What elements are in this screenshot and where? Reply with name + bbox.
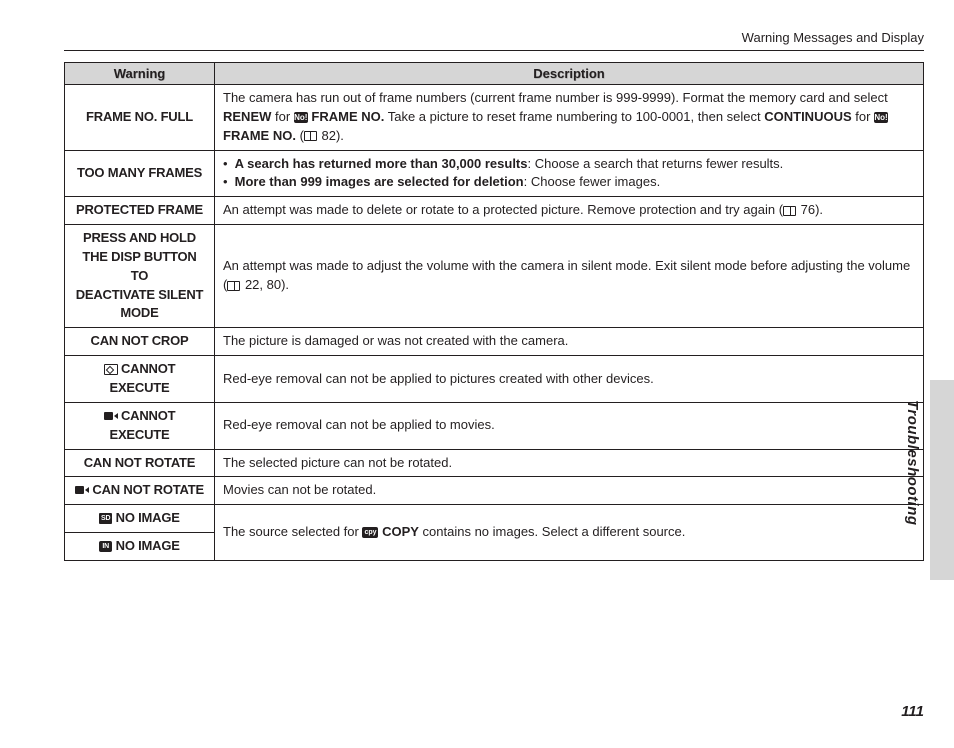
section-label: Troubleshooting: [904, 400, 921, 526]
page-header: Warning Messages and Display: [742, 30, 924, 45]
page-number: 111: [901, 703, 924, 720]
header-rule: [64, 50, 924, 51]
page-ref-icon: [783, 206, 796, 216]
warn-protected-frame: PROTECTED FRAME: [65, 197, 215, 225]
page-ref-icon: [227, 281, 240, 291]
internal-icon: IN: [99, 541, 112, 552]
movie-icon: [104, 411, 118, 422]
warn-frame-no-full: FRAME NO. FULL: [65, 85, 215, 151]
warn-cannot-rotate: CAN NOT ROTATE: [65, 449, 215, 477]
desc-cannot-execute-photo: Red-eye removal can not be applied to pi…: [215, 356, 924, 403]
desc-too-many-frames: • A search has returned more than 30,000…: [215, 150, 924, 197]
side-tab: [930, 380, 954, 580]
copy-icon: cpy: [362, 527, 378, 538]
warn-silent-mode: PRESS AND HOLD THE DISP BUTTON TO DEACTI…: [65, 225, 215, 328]
desc-silent-mode: An attempt was made to adjust the volume…: [215, 225, 924, 328]
warn-cannot-crop: CAN NOT CROP: [65, 328, 215, 356]
table-row: SD NO IMAGE The source selected for cpy …: [65, 505, 924, 533]
warn-cannot-execute-photo: CANNOT EXECUTE: [65, 356, 215, 403]
table-row: PROTECTED FRAME An attempt was made to d…: [65, 197, 924, 225]
warn-no-image-internal: IN NO IMAGE: [65, 533, 215, 561]
page-ref-icon: [304, 131, 317, 141]
col-description: Description: [215, 63, 924, 85]
table-row: TOO MANY FRAMES • A search has returned …: [65, 150, 924, 197]
warn-no-image-sd: SD NO IMAGE: [65, 505, 215, 533]
desc-cannot-crop: The picture is damaged or was not create…: [215, 328, 924, 356]
no-icon: No!: [294, 112, 308, 123]
desc-cannot-rotate: The selected picture can not be rotated.: [215, 449, 924, 477]
photo-icon: [104, 364, 118, 375]
col-warning: Warning: [65, 63, 215, 85]
sd-icon: SD: [99, 513, 112, 524]
movie-icon: [75, 485, 89, 496]
desc-no-image: The source selected for cpy COPY contain…: [215, 505, 924, 561]
warnings-table: Warning Description FRAME NO. FULL The c…: [64, 62, 924, 561]
table-row: CAN NOT ROTATE Movies can not be rotated…: [65, 477, 924, 505]
warn-cannot-rotate-movie: CAN NOT ROTATE: [65, 477, 215, 505]
no-icon: No!: [874, 112, 888, 123]
warn-cannot-execute-movie: CANNOT EXECUTE: [65, 402, 215, 449]
table-row: CAN NOT CROP The picture is damaged or w…: [65, 328, 924, 356]
desc-cannot-execute-movie: Red-eye removal can not be applied to mo…: [215, 402, 924, 449]
table-row: CANNOT EXECUTE Red-eye removal can not b…: [65, 402, 924, 449]
warn-too-many-frames: TOO MANY FRAMES: [65, 150, 215, 197]
table-row: CANNOT EXECUTE Red-eye removal can not b…: [65, 356, 924, 403]
desc-protected-frame: An attempt was made to delete or rotate …: [215, 197, 924, 225]
table-row: FRAME NO. FULL The camera has run out of…: [65, 85, 924, 151]
desc-frame-no-full: The camera has run out of frame numbers …: [215, 85, 924, 151]
table-row: PRESS AND HOLD THE DISP BUTTON TO DEACTI…: [65, 225, 924, 328]
table-row: CAN NOT ROTATE The selected picture can …: [65, 449, 924, 477]
desc-cannot-rotate-movie: Movies can not be rotated.: [215, 477, 924, 505]
